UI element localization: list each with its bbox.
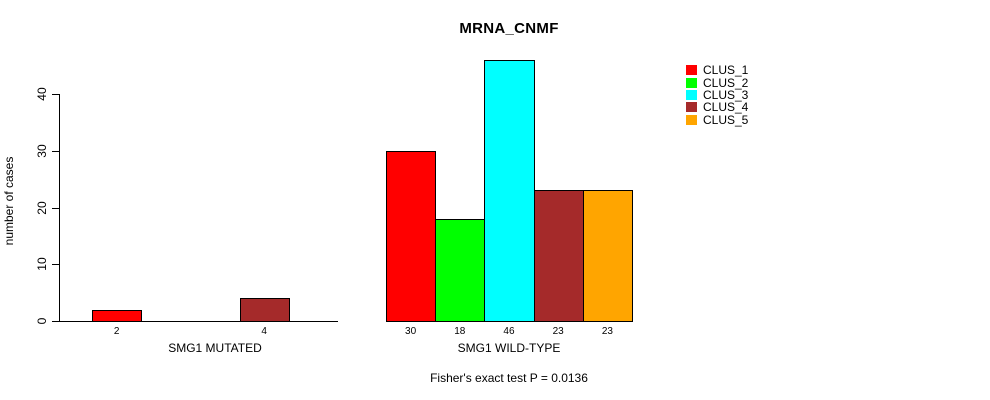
y-tick-label: 40: [34, 87, 49, 101]
y-axis-line: [59, 94, 60, 322]
y-tick-label: 30: [34, 144, 49, 158]
bar-value-label: 23: [552, 326, 564, 337]
y-tick-label: 0: [34, 317, 49, 325]
bar-clus_3: [484, 59, 535, 322]
legend-item: CLUS_2: [686, 75, 749, 90]
legend-item: CLUS_3: [686, 89, 748, 101]
legend-swatch: [686, 77, 697, 88]
legend-label: CLUS_3: [703, 87, 749, 102]
y-tick: [52, 207, 59, 209]
y-axis-label: number of cases: [2, 156, 16, 246]
y-tick: [52, 321, 59, 322]
bar-clus_4: [239, 298, 290, 322]
legend-label: CLUS_5: [703, 112, 749, 127]
y-tick: [52, 264, 59, 266]
bar-clus_1: [92, 309, 143, 322]
y-tick-label: 10: [34, 257, 49, 271]
bar-clus_1: [386, 150, 437, 322]
legend: CLUS_1 CLUS_2 CLUS_3 CLUS_4 CLUS_5: [686, 64, 748, 126]
bar-value-label: 18: [454, 326, 466, 337]
y-tick: [52, 94, 59, 95]
bar-value-label: 30: [405, 326, 417, 337]
legend-label: CLUS_2: [703, 75, 749, 90]
legend-label: CLUS_4: [703, 100, 749, 115]
legend-item: CLUS_1: [686, 64, 748, 76]
bar-clus_4: [533, 190, 584, 322]
group-x-label: SMG1 WILD-TYPE: [457, 341, 561, 355]
legend-label: CLUS_1: [703, 63, 749, 78]
legend-item: CLUS_4: [686, 101, 748, 113]
bar-clus_2: [435, 218, 486, 322]
legend-swatch: [686, 114, 697, 125]
bar-clus_5: [582, 190, 633, 322]
group-x-label: SMG1 MUTATED: [168, 341, 262, 355]
y-tick: [52, 150, 59, 152]
x-axis-baseline: [59, 321, 338, 322]
legend-swatch: [686, 102, 697, 113]
chart-title: MRNA_CNMF: [459, 20, 559, 37]
bar-value-label: 2: [113, 326, 120, 337]
legend-item: CLUS_5: [686, 114, 748, 126]
bar-value-label: 23: [601, 326, 613, 337]
bar-value-label: 46: [503, 326, 515, 337]
fisher-test-note: Fisher's exact test P = 0.0136: [430, 371, 588, 385]
legend-swatch: [686, 89, 697, 100]
y-tick-label: 20: [34, 200, 49, 215]
bar-value-label: 4: [261, 326, 267, 337]
legend-swatch: [686, 65, 697, 76]
